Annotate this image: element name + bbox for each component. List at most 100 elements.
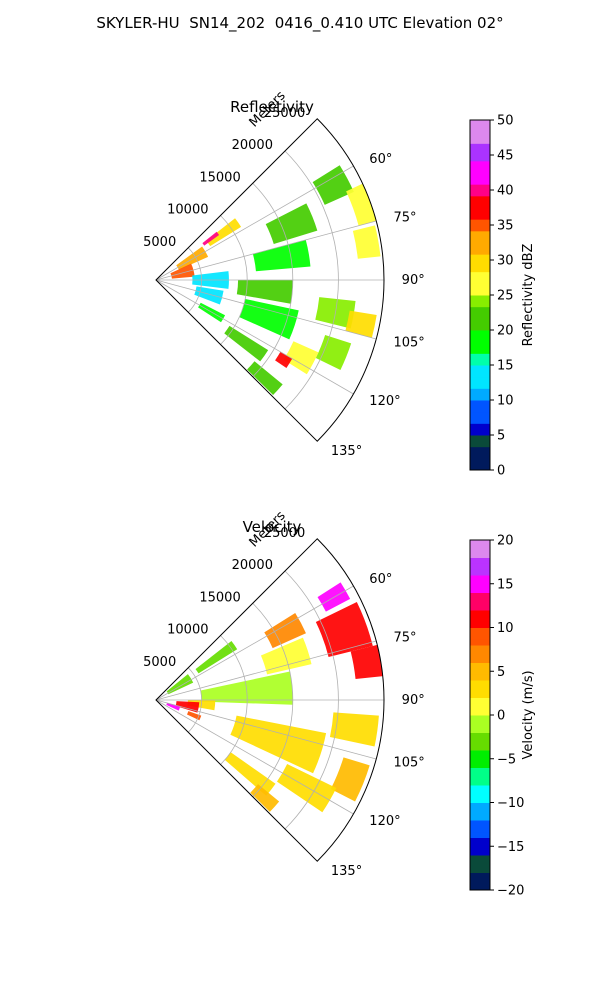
colorbar-band [470, 254, 490, 261]
range-tick-label: 25000 [264, 106, 305, 121]
colorbar-label: Reflectivity dBZ [521, 244, 536, 347]
colorbar-band [470, 178, 490, 185]
colorbar-band [470, 125, 490, 133]
colorbar-tick-label: 40 [497, 184, 514, 199]
colorbar-band [470, 330, 490, 337]
range-tick-label: 5000 [143, 655, 176, 670]
colorbar-band [470, 394, 490, 401]
data-cell [166, 702, 181, 711]
colorbar-band [470, 213, 490, 220]
azimuth-tick-label: 135° [331, 444, 362, 459]
colorbar-band [470, 207, 490, 214]
colorbar-band [470, 184, 490, 191]
data-cell [260, 637, 312, 675]
colorbar-band [470, 575, 490, 582]
colorbar-band [470, 365, 490, 372]
colorbar-band [470, 773, 490, 780]
colorbar-band [470, 674, 490, 681]
colorbar-band [470, 680, 490, 687]
azimuth-tick-label: 75° [393, 210, 416, 225]
colorbar-band [470, 260, 490, 267]
colorbar-band [470, 668, 490, 675]
data-cell [350, 644, 383, 680]
sector-frame [155, 538, 385, 862]
colorbar-band [470, 172, 490, 179]
azimuth-tick-label: 90° [402, 273, 425, 288]
azimuth-spoke [155, 279, 354, 395]
colorbar-tick-label: 0 [497, 709, 505, 724]
colorbar-band [470, 545, 490, 553]
colorbar-band [470, 825, 490, 833]
colorbar-band [470, 289, 490, 296]
data-cell [230, 715, 327, 774]
azimuth-tick-label: 90° [402, 693, 425, 708]
colorbar-band [470, 790, 490, 798]
colorbar-band [470, 166, 490, 173]
colorbar-band [470, 872, 490, 879]
colorbar-band [470, 306, 490, 313]
colorbar-band [470, 685, 490, 693]
colorbar-band [470, 417, 490, 424]
data-cell [315, 334, 352, 370]
colorbar-band [470, 405, 490, 413]
colorbar-band [470, 744, 490, 751]
colorbar-band [470, 761, 490, 768]
colorbar-band [470, 429, 490, 436]
range-tick-label: 10000 [167, 623, 208, 638]
colorbar-band [470, 720, 490, 728]
range-tick-label: 20000 [232, 138, 273, 153]
colorbar-band [470, 837, 490, 844]
data-cells [170, 165, 381, 396]
colorbar-band [470, 540, 490, 547]
colorbar-band [470, 236, 490, 243]
range-tick-label: 5000 [143, 235, 176, 250]
data-cell [352, 225, 381, 259]
colorbar-band [470, 709, 490, 716]
data-cell [236, 280, 293, 304]
page-title: SKYLER-HU SN14_202 0416_0.410 UTC Elevat… [96, 14, 504, 32]
colorbar-band [470, 866, 490, 873]
data-cell [194, 286, 224, 305]
data-cell [247, 361, 283, 396]
colorbar-band [470, 265, 490, 273]
colorbar-band [470, 143, 490, 150]
colorbar-band [470, 411, 490, 418]
colorbar-band [470, 645, 490, 652]
data-cell [166, 674, 194, 695]
azimuth-spoke [155, 220, 377, 281]
colorbar-band [470, 615, 490, 623]
colorbar-band [470, 750, 490, 757]
azimuth-tick-label: 60° [369, 572, 392, 587]
colorbar-band [470, 610, 490, 617]
colorbar-band [470, 633, 490, 640]
colorbar-band [470, 831, 490, 838]
data-cell [202, 231, 220, 246]
colorbar-band [470, 335, 490, 343]
data-cell [276, 763, 337, 813]
colorbar-band [470, 598, 490, 605]
colorbar-band [470, 464, 490, 471]
data-cell [265, 203, 318, 245]
sector-frame [155, 118, 385, 442]
colorbar-tick-label: 0 [497, 464, 505, 479]
azimuth-tick-label: 120° [369, 394, 400, 409]
colorbar-band [470, 563, 490, 570]
colorbar-band [470, 388, 490, 395]
colorbar-band [470, 796, 490, 803]
colorbar-label: Velocity (m/s) [521, 670, 536, 759]
colorbar-band [470, 271, 490, 278]
data-cell [252, 239, 311, 272]
colorbar-tick-label: 20 [497, 534, 514, 549]
colorbar-tick-label: 50 [497, 114, 514, 129]
range-tick-label: 15000 [199, 590, 240, 605]
colorbar-band [470, 248, 490, 255]
colorbar-band [470, 318, 490, 325]
colorbar-band [470, 621, 490, 628]
data-cell [250, 784, 280, 812]
colorbar-band [470, 627, 490, 634]
colorbar-band [470, 580, 490, 588]
colorbar-band [470, 400, 490, 407]
colorbar-band [470, 586, 490, 593]
azimuth-spoke [155, 640, 377, 701]
